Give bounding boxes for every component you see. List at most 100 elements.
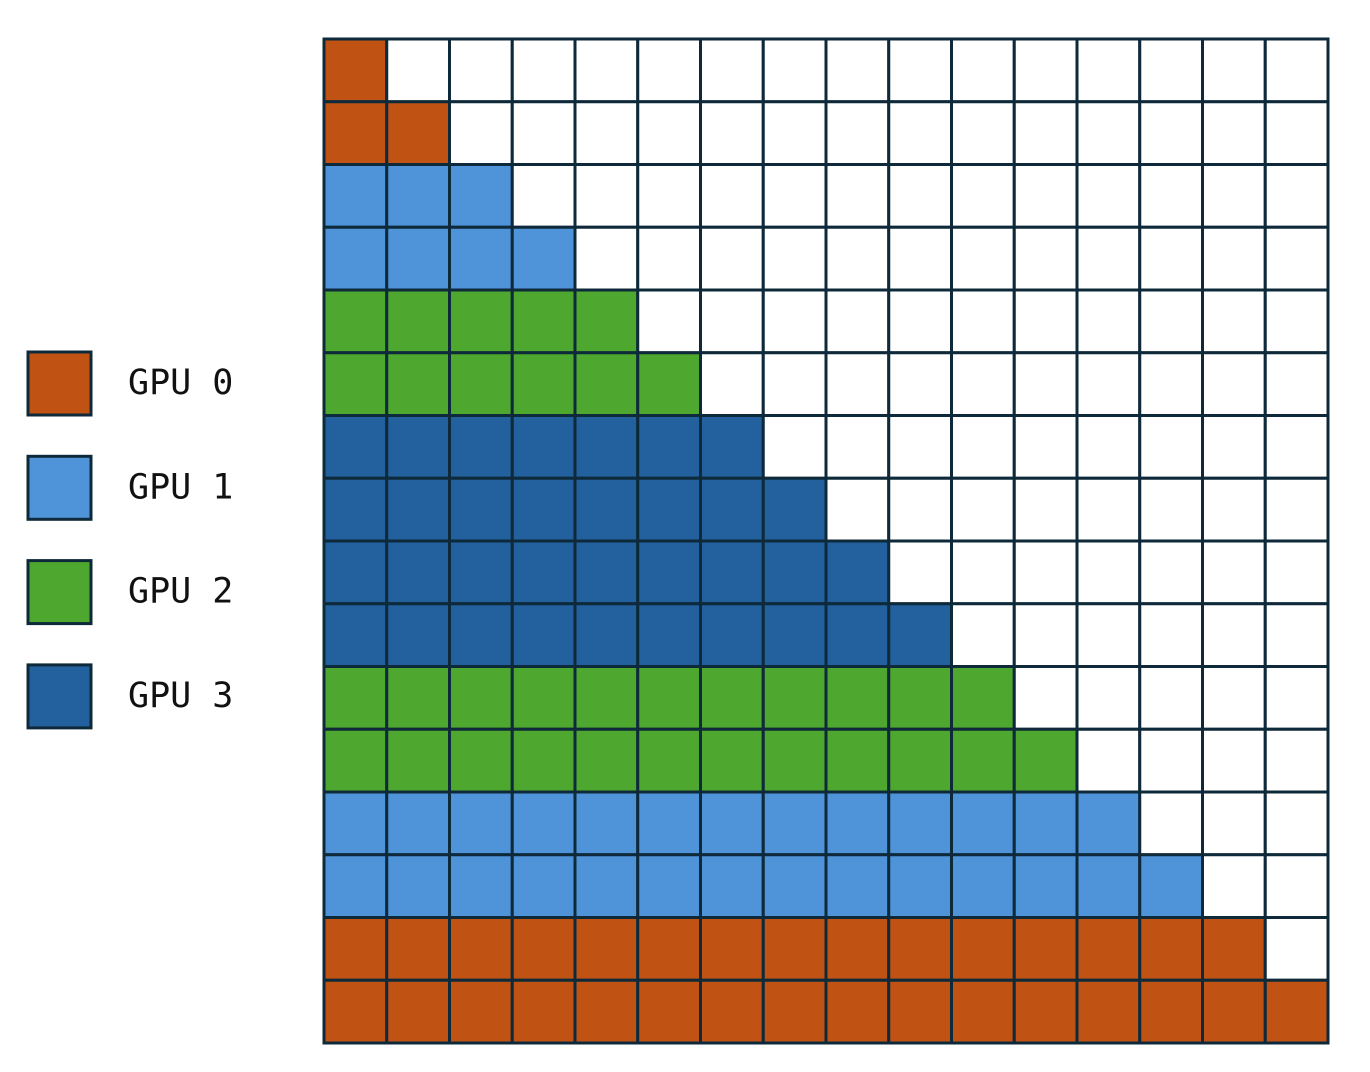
empty-cell bbox=[761, 288, 828, 355]
filled-cell bbox=[699, 916, 765, 982]
filled-cell bbox=[322, 163, 389, 229]
empty-cell bbox=[573, 225, 640, 292]
filled-cell bbox=[510, 539, 577, 606]
filled-cell bbox=[510, 853, 577, 919]
filled-cell bbox=[385, 225, 451, 292]
empty-cell bbox=[950, 100, 1016, 166]
empty-cell bbox=[1138, 665, 1204, 731]
empty-cell bbox=[1012, 351, 1079, 417]
empty-cell bbox=[573, 100, 640, 166]
empty-cell bbox=[1138, 476, 1204, 543]
empty-cell bbox=[1263, 37, 1330, 104]
empty-cell bbox=[1263, 665, 1330, 731]
filled-cell bbox=[1138, 978, 1204, 1045]
empty-cell bbox=[699, 351, 765, 417]
empty-cell bbox=[1201, 476, 1267, 543]
empty-cell bbox=[1201, 37, 1267, 104]
empty-cell bbox=[887, 476, 953, 543]
filled-cell bbox=[510, 414, 577, 480]
filled-cell bbox=[385, 978, 451, 1045]
filled-cell bbox=[1012, 853, 1079, 919]
legend-swatch bbox=[26, 350, 93, 417]
filled-cell bbox=[1075, 853, 1142, 919]
filled-cell bbox=[510, 727, 577, 794]
empty-cell bbox=[1075, 539, 1142, 606]
filled-cell bbox=[385, 351, 451, 417]
empty-cell bbox=[1263, 727, 1330, 794]
filled-cell bbox=[887, 916, 953, 982]
empty-cell bbox=[1075, 602, 1142, 668]
filled-cell bbox=[636, 476, 702, 543]
filled-cell bbox=[761, 853, 828, 919]
empty-cell bbox=[699, 100, 765, 166]
empty-cell bbox=[1075, 37, 1142, 104]
filled-cell bbox=[824, 853, 891, 919]
filled-cell bbox=[573, 853, 640, 919]
empty-cell bbox=[887, 414, 953, 480]
empty-cell bbox=[1075, 288, 1142, 355]
empty-cell bbox=[385, 37, 451, 104]
empty-cell bbox=[1263, 351, 1330, 417]
filled-cell bbox=[448, 351, 514, 417]
empty-cell bbox=[761, 163, 828, 229]
filled-cell bbox=[322, 665, 389, 731]
empty-cell bbox=[950, 476, 1016, 543]
filled-cell bbox=[699, 665, 765, 731]
empty-cell bbox=[950, 163, 1016, 229]
legend-swatch bbox=[26, 454, 93, 521]
filled-cell bbox=[887, 665, 953, 731]
filled-cell bbox=[824, 727, 891, 794]
filled-cell bbox=[448, 288, 514, 355]
filled-cell bbox=[636, 602, 702, 668]
filled-cell bbox=[322, 790, 389, 857]
empty-cell bbox=[1263, 288, 1330, 355]
filled-cell bbox=[699, 414, 765, 480]
filled-cell bbox=[761, 978, 828, 1045]
empty-cell bbox=[1201, 288, 1267, 355]
filled-cell bbox=[448, 225, 514, 292]
empty-cell bbox=[824, 351, 891, 417]
filled-cell bbox=[887, 602, 953, 668]
empty-cell bbox=[887, 225, 953, 292]
empty-cell bbox=[1138, 539, 1204, 606]
filled-cell bbox=[761, 476, 828, 543]
filled-cell bbox=[322, 853, 389, 919]
empty-cell bbox=[950, 37, 1016, 104]
filled-cell bbox=[573, 727, 640, 794]
empty-cell bbox=[1012, 665, 1079, 731]
empty-cell bbox=[887, 37, 953, 104]
filled-cell bbox=[761, 790, 828, 857]
empty-cell bbox=[448, 37, 514, 104]
empty-cell bbox=[1075, 414, 1142, 480]
filled-cell bbox=[510, 790, 577, 857]
filled-cell bbox=[761, 916, 828, 982]
filled-cell bbox=[448, 602, 514, 668]
filled-cell bbox=[385, 288, 451, 355]
filled-cell bbox=[636, 414, 702, 480]
filled-cell bbox=[824, 602, 891, 668]
filled-cell bbox=[573, 539, 640, 606]
empty-cell bbox=[761, 37, 828, 104]
filled-cell bbox=[510, 225, 577, 292]
filled-cell bbox=[824, 916, 891, 982]
empty-cell bbox=[1012, 288, 1079, 355]
empty-cell bbox=[1263, 476, 1330, 543]
filled-cell bbox=[385, 476, 451, 543]
filled-cell bbox=[448, 978, 514, 1045]
filled-cell bbox=[1075, 978, 1142, 1045]
empty-cell bbox=[1201, 100, 1267, 166]
filled-cell bbox=[573, 414, 640, 480]
empty-cell bbox=[950, 414, 1016, 480]
empty-cell bbox=[1012, 225, 1079, 292]
filled-cell bbox=[1201, 916, 1267, 982]
empty-cell bbox=[1138, 163, 1204, 229]
empty-cell bbox=[824, 37, 891, 104]
empty-cell bbox=[699, 288, 765, 355]
filled-cell bbox=[761, 727, 828, 794]
filled-cell bbox=[385, 665, 451, 731]
filled-cell bbox=[573, 790, 640, 857]
filled-cell bbox=[448, 790, 514, 857]
filled-cell bbox=[950, 978, 1016, 1045]
